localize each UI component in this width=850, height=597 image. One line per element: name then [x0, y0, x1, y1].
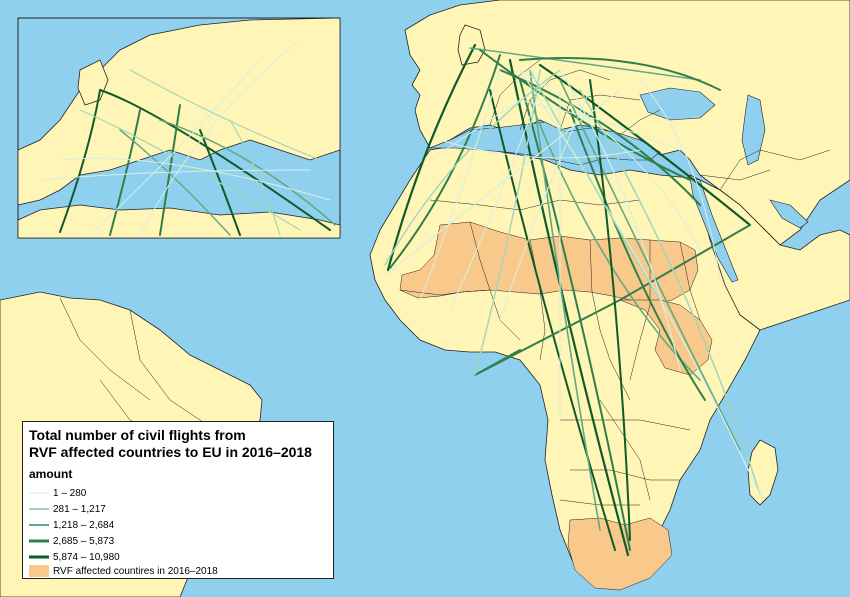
legend-line-swatch-1 — [29, 492, 49, 494]
legend-label-4: 2,685 – 5,873 — [53, 535, 115, 547]
legend-area-label: RVF affected countires in 2016–2018 — [53, 565, 218, 577]
legend-row-class-5: 5,874 – 10,980 — [29, 550, 120, 564]
legend-label-5: 5,874 – 10,980 — [53, 551, 120, 563]
legend-row-class-2: 281 – 1,217 — [29, 502, 106, 516]
black-sea — [639, 87, 716, 121]
caspian-sea — [741, 94, 766, 166]
legend-label-3: 1,218 – 2,684 — [53, 519, 115, 531]
legend-row-class-1: 1 – 280 — [29, 486, 86, 500]
legend-line-swatch-5 — [29, 555, 49, 559]
legend-row-class-4: 2,685 – 5,873 — [29, 534, 114, 548]
legend-area-swatch — [29, 565, 49, 577]
legend-row-class-3: 1,218 – 2,684 — [29, 518, 114, 532]
legend-line-swatch-4 — [29, 539, 49, 543]
legend-label-1: 1 – 280 — [53, 487, 87, 499]
persian-gulf — [769, 199, 809, 229]
inset-map — [17, 17, 341, 239]
red-sea — [689, 177, 739, 283]
legend-title-line-2: RVF affected countries to EU in 2016–201… — [29, 444, 312, 460]
map-legend: Total number of civil flights from RVF a… — [22, 421, 334, 579]
legend-title: Total number of civil flights from RVF a… — [29, 427, 329, 461]
legend-subtitle: amount — [29, 467, 73, 481]
legend-row-affected-area: RVF affected countires in 2016–2018 — [29, 564, 218, 578]
madagascar-land — [747, 439, 779, 506]
flight-routes — [384, 43, 761, 557]
legend-line-swatch-3 — [29, 524, 49, 526]
great-britain-land — [457, 24, 486, 66]
legend-label-2: 281 – 1,217 — [53, 503, 106, 515]
inset-flight-routes — [39, 39, 336, 236]
legend-line-swatch-2 — [29, 508, 49, 510]
legend-title-line-1: Total number of civil flights from — [29, 427, 246, 443]
